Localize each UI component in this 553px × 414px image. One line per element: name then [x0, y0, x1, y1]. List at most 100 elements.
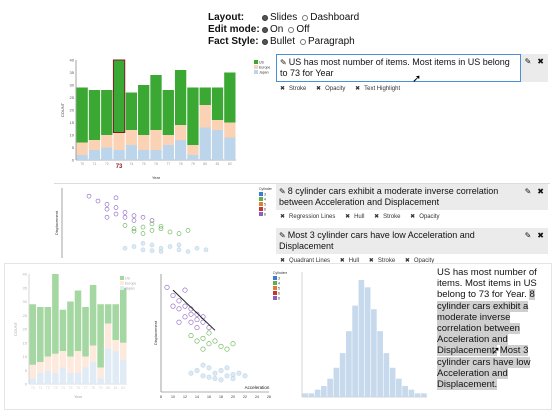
x-tick-label: 82	[121, 386, 125, 390]
fact-card-2[interactable]: ✎ 8 cylinder cars exhibit a moderate inve…	[276, 184, 548, 223]
close-icon[interactable]: ✖	[537, 57, 544, 66]
pencil-icon[interactable]: ✎	[524, 187, 532, 196]
radio-icon[interactable]	[262, 39, 268, 45]
edit-option-on[interactable]: On	[270, 24, 284, 35]
scatter-point	[131, 226, 137, 231]
fact-header-1: ✎ US has most number of items. Most items…	[276, 54, 548, 82]
scatter-point	[200, 335, 206, 341]
narrative-sentence-2[interactable]: 8 cylinder cars exhibit a moderate inver…	[437, 289, 535, 357]
fact-option[interactable]: ✖ Text Highlight	[355, 86, 404, 92]
x-tick-label: 78	[179, 162, 183, 166]
bar-segment	[125, 130, 138, 145]
radio-icon[interactable]	[302, 15, 309, 21]
x-mark-icon: ✖	[368, 258, 374, 264]
scatter-point	[140, 231, 146, 236]
fact-option[interactable]: ✖ Opacity	[316, 86, 349, 92]
x-tick-label: 18	[219, 395, 223, 399]
style-option-paragraph[interactable]: Paragraph	[308, 36, 355, 47]
y-axis-label: COUNT	[60, 102, 65, 117]
fact-card-3[interactable]: ✎ Most 3 cylinder cars have low Accelerat…	[276, 228, 548, 267]
x-tick-label: 76	[154, 162, 158, 166]
scatter-point	[194, 311, 200, 317]
fact-option[interactable]: ✖ Opacity	[410, 214, 443, 220]
legend-swatch	[273, 286, 277, 290]
scatter-point	[131, 244, 137, 249]
scatter-point	[164, 284, 170, 290]
edit-option-off[interactable]: Off	[296, 24, 310, 35]
x-mark-icon: ✖	[404, 258, 410, 264]
x-tick-label: 73	[53, 386, 57, 390]
scatter-point	[185, 249, 191, 254]
scatter-point	[200, 373, 206, 379]
close-icon[interactable]: ✖	[537, 231, 544, 240]
style-option-bullet[interactable]: Bullet	[270, 36, 296, 47]
fact-text-3[interactable]: ✎ Most 3 cylinder cars have low Accelerat…	[276, 228, 521, 254]
scatter-point	[170, 303, 176, 309]
legend-label: 4	[264, 198, 266, 202]
scatter-point	[188, 319, 194, 325]
fact-options-1: ✖ Stroke ✖ Opacity ✖ Text Highlight	[276, 82, 548, 95]
radio-icon[interactable]	[288, 27, 295, 33]
bar-segment	[162, 135, 174, 145]
radio-icon[interactable]	[262, 27, 268, 33]
fact-text-1[interactable]: ✎ US has most number of items. Most items…	[276, 54, 521, 82]
fact-text-1-content[interactable]: US has most number of items. Most items …	[280, 57, 510, 78]
bar-segment	[89, 285, 97, 346]
fact-option[interactable]: ✖ Hull	[340, 258, 363, 264]
x-mark-icon: ✖	[345, 214, 351, 220]
stacked-bar-chart-2: 0 5 10 15 20 25 30 35 40 COUNT 70 71 72 73 74 75 76 77 78 7…	[13, 272, 136, 400]
y-tick-label: 10	[70, 133, 75, 138]
fact-option-label: Hull	[348, 258, 360, 264]
bar-segment	[76, 142, 88, 155]
legend-swatch	[273, 291, 277, 295]
fact-option[interactable]: ✖ Opacity	[405, 258, 438, 264]
fact-option[interactable]: ✖ Stroke	[374, 214, 404, 220]
layout-option-slides[interactable]: Slides	[270, 12, 298, 23]
bar-segment	[150, 75, 162, 130]
scatter-point	[194, 317, 200, 323]
fact-text-3-content[interactable]: Most 3 cylinder cars have low Accelerati…	[279, 230, 475, 251]
pencil-icon: ✎	[280, 58, 287, 67]
stacked-bar-chart-1: 0 5 10 15 20 25 30 35 40 COUNT 70 71 72 73 74 75 76 77 78 7…	[60, 58, 270, 181]
x-tick-label: 77	[84, 386, 88, 390]
bar-segment	[174, 125, 187, 140]
y-tick-label: 0	[72, 158, 75, 163]
bar-segment	[125, 145, 138, 160]
legend-swatch	[273, 281, 277, 285]
close-icon[interactable]: ✖	[537, 187, 544, 196]
histogram-bar	[414, 393, 421, 397]
layout-option-dashboard[interactable]: Dashboard	[310, 12, 360, 23]
x-axis-label: Year	[152, 175, 161, 180]
histogram-bar	[339, 353, 346, 397]
fact-option[interactable]: ✖ Hull	[345, 214, 368, 220]
pencil-icon[interactable]: ✎	[524, 57, 532, 66]
fact-option[interactable]: ✖ Regression Lines	[280, 214, 339, 220]
edit-mode-row: Edit mode: On Off	[208, 24, 362, 36]
histogram-bar	[389, 367, 396, 397]
legend-swatch	[120, 281, 124, 285]
bar-segment	[89, 362, 97, 384]
bar-segment	[101, 135, 113, 148]
fact-text-2[interactable]: ✎ 8 cylinder cars exhibit a moderate inve…	[276, 184, 521, 210]
legend-title: Cylinders	[259, 187, 272, 191]
bar-segment	[88, 90, 101, 140]
bar-segment	[44, 356, 52, 371]
radio-icon[interactable]	[300, 39, 307, 45]
bar-segment	[101, 90, 113, 135]
fact-card-1[interactable]: ✎ US has most number of items. Most items…	[276, 54, 548, 95]
histogram-bar	[346, 331, 352, 397]
scatter-point	[194, 325, 200, 331]
fact-option[interactable]: ✖ Quadrant Lines	[280, 258, 334, 264]
layout-label: Layout:	[208, 12, 245, 23]
scatter-point	[224, 365, 230, 371]
radio-icon[interactable]	[262, 15, 268, 21]
histogram-bar	[383, 353, 390, 397]
pencil-icon[interactable]: ✎	[524, 231, 532, 240]
fact-option[interactable]: ✖ Stroke	[369, 258, 399, 264]
narrative-sentence-1[interactable]: US has most number of items. Most items …	[437, 267, 537, 301]
fact-text-2-content[interactable]: 8 cylinder cars exhibit a moderate inver…	[279, 186, 499, 207]
scatter-point	[113, 205, 119, 210]
edit-mode-label: Edit mode:	[208, 24, 260, 35]
histogram-bar	[402, 386, 408, 397]
fact-option[interactable]: ✖ Stroke	[280, 86, 310, 92]
